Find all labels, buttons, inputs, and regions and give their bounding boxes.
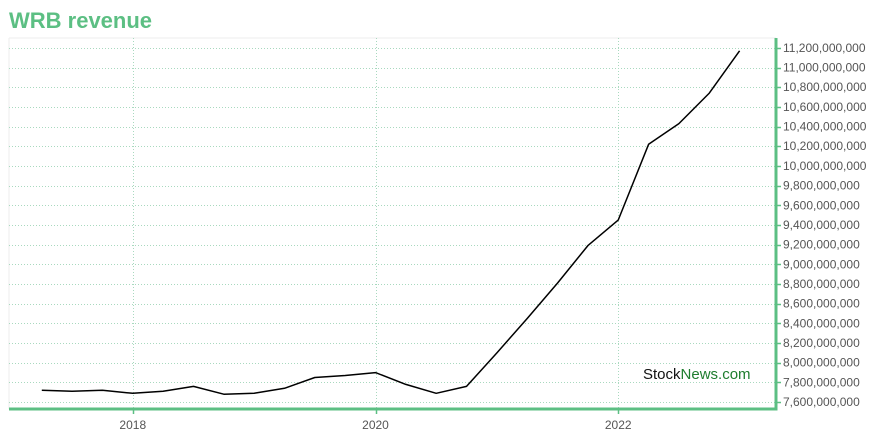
y-tick-label: 9,200,000,000 (783, 238, 860, 252)
y-tick-label: 9,000,000,000 (783, 257, 860, 271)
y-tick-label: 9,600,000,000 (783, 198, 860, 212)
y-tick-label: 8,600,000,000 (783, 297, 860, 311)
axes (9, 38, 781, 414)
tick-labels: 7,600,000,000 7,800,000,000 8,000,000,000 8… (119, 41, 866, 432)
chart-title: WRB revenue (9, 8, 153, 33)
y-tick-label: 10,800,000,000 (783, 80, 867, 94)
revenue-series-line (41, 50, 741, 395)
y-tick-label: 10,000,000,000 (783, 159, 867, 173)
y-tick-label: 9,800,000,000 (783, 179, 860, 193)
x-tick-label: 2020 (362, 418, 389, 432)
watermark-part2: News.com (681, 366, 751, 383)
watermark-part1: Stock (643, 366, 681, 383)
y-tick-label: 10,600,000,000 (783, 100, 867, 114)
watermark: StockNews.com (643, 366, 751, 383)
x-tick-label: 2018 (119, 418, 146, 432)
gridlines (8, 37, 776, 409)
y-tick-label: 10,400,000,000 (783, 120, 867, 134)
y-tick-label: 8,000,000,000 (783, 356, 860, 370)
x-tick-label: 2022 (605, 418, 632, 432)
y-tick-label: 7,800,000,000 (783, 375, 860, 389)
y-tick-label: 7,600,000,000 (783, 395, 860, 409)
y-tick-label: 10,200,000,000 (783, 139, 867, 153)
y-tick-label: 11,200,000,000 (783, 41, 866, 55)
y-tick-label: 8,200,000,000 (783, 336, 860, 350)
y-tick-label: 8,400,000,000 (783, 316, 860, 330)
y-tick-label: 9,400,000,000 (783, 218, 860, 232)
y-tick-label: 11,000,000,000 (783, 61, 866, 75)
series-layer (41, 50, 741, 395)
y-tick-label: 8,800,000,000 (783, 277, 860, 291)
